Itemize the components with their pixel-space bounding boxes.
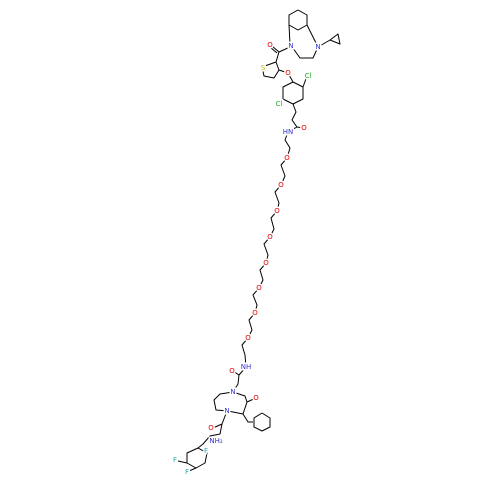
bond (271, 45, 280, 53)
atom-label: O (274, 207, 280, 215)
atom-label: O (284, 154, 290, 162)
atom-label: O (278, 181, 284, 189)
bond (188, 467, 197, 472)
bond (288, 24, 319, 59)
atom-label: N (315, 43, 320, 51)
bond (197, 423, 223, 449)
bond (232, 126, 298, 376)
bond (253, 412, 271, 432)
atom-label: O (208, 424, 214, 432)
atom-label: S (261, 64, 266, 72)
bond (261, 61, 280, 79)
atom-label: O (229, 367, 235, 375)
bond (242, 413, 253, 423)
atom-label: F (173, 456, 177, 464)
bond (317, 33, 341, 48)
atom-label: O (267, 41, 273, 49)
atom-label: Cl (276, 100, 283, 108)
atom-label: O (252, 309, 258, 317)
bond (269, 46, 278, 54)
atom-label: N (230, 388, 235, 396)
atom-label: O (253, 394, 259, 402)
atom-label: HN (283, 128, 294, 136)
bond (278, 98, 284, 104)
bond (302, 75, 308, 88)
bond (278, 69, 294, 83)
bond (246, 397, 257, 403)
atom-label: O (256, 284, 262, 292)
bond (282, 81, 304, 105)
atom-label: N (288, 42, 293, 50)
atom-label: O (245, 334, 251, 342)
atom-label: O (285, 69, 291, 77)
atom-label: N (224, 407, 229, 415)
atom-label: O (263, 259, 269, 267)
bond (291, 103, 305, 129)
atom-label: O (301, 124, 307, 132)
atom-label: O (267, 233, 273, 241)
atom-label: NH₂ (209, 437, 223, 445)
atom-label: F (185, 468, 189, 476)
atom-label: NH (241, 363, 252, 371)
atom-label: F (204, 447, 208, 455)
bonds (177, 9, 341, 472)
bond (288, 9, 308, 31)
bond (177, 460, 188, 464)
atom-label: Cl (305, 72, 312, 80)
